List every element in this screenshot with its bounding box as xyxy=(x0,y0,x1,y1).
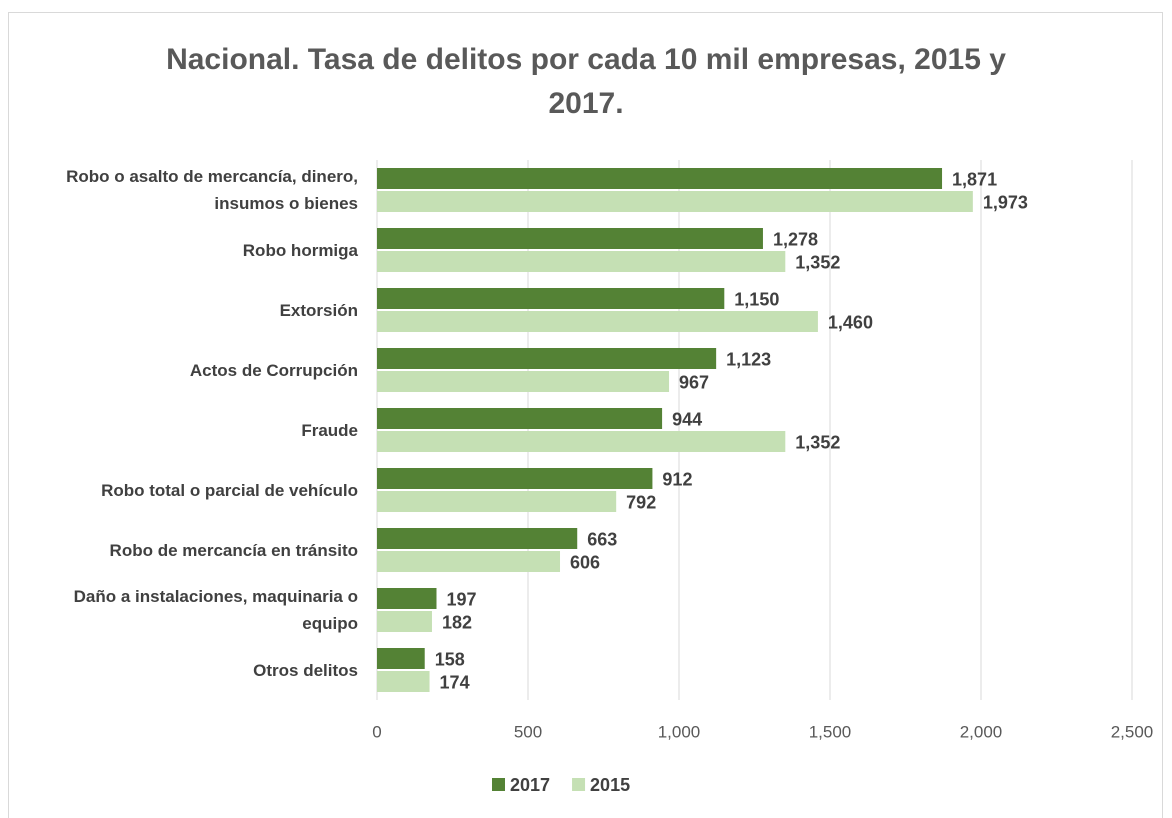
y-tick-label: Actos de Corrupción xyxy=(189,360,358,380)
value-label: 1,973 xyxy=(983,192,1028,212)
bar xyxy=(377,288,725,309)
bar xyxy=(377,348,717,369)
legend-label: 2017 xyxy=(510,775,550,795)
y-tick-label: Daño a instalaciones, maquinaria o equip… xyxy=(73,587,358,633)
bar xyxy=(377,468,653,489)
chart-title: Nacional. Tasa de delitos por cada 10 mi… xyxy=(166,43,1006,120)
bar xyxy=(377,311,818,332)
x-tick-label: 0 xyxy=(372,722,381,741)
y-tick-label: Robo hormiga xyxy=(242,240,358,260)
y-tick-label: Fraude xyxy=(301,420,358,440)
legend-swatch xyxy=(492,778,505,791)
bar xyxy=(377,611,432,632)
x-tick-label: 500 xyxy=(514,722,542,741)
x-tick-label: 2,500 xyxy=(1111,722,1154,741)
bar xyxy=(377,251,786,272)
y-tick-label: Robo o asalto de mercancía, dinero, insu… xyxy=(66,167,358,213)
bar xyxy=(377,371,670,392)
bar xyxy=(377,588,437,609)
x-tick-label: 2,000 xyxy=(960,722,1003,741)
value-label: 912 xyxy=(662,469,692,489)
value-label: 1,150 xyxy=(734,289,779,309)
bar xyxy=(377,671,430,692)
value-label: 197 xyxy=(446,589,476,609)
y-tick-label: Robo de mercancía en tránsito xyxy=(109,540,358,560)
bar xyxy=(377,551,561,572)
value-label: 792 xyxy=(626,492,656,512)
value-label: 1,123 xyxy=(726,349,771,369)
bar xyxy=(377,528,578,549)
y-tick-label: Extorsión xyxy=(279,300,358,320)
value-label: 1,352 xyxy=(795,252,840,272)
value-label: 1,278 xyxy=(773,229,818,249)
value-label: 1,460 xyxy=(828,312,873,332)
value-label: 182 xyxy=(442,612,472,632)
value-label: 174 xyxy=(440,672,470,692)
y-tick-label: Otros delitos xyxy=(253,660,358,680)
value-label: 1,871 xyxy=(952,169,997,189)
value-label: 158 xyxy=(435,649,465,669)
value-label: 1,352 xyxy=(795,432,840,452)
x-tick-label: 1,000 xyxy=(658,722,701,741)
bar xyxy=(377,431,786,452)
bar xyxy=(377,648,425,669)
value-label: 967 xyxy=(679,372,709,392)
legend-swatch xyxy=(572,778,586,791)
x-tick-label: 1,500 xyxy=(809,722,852,741)
bar xyxy=(377,408,663,429)
bar xyxy=(377,491,617,512)
bar xyxy=(377,168,943,189)
value-label: 944 xyxy=(672,409,702,429)
legend-label: 2015 xyxy=(590,775,630,795)
y-tick-label: Robo total o parcial de vehículo xyxy=(101,480,358,500)
bar xyxy=(377,191,973,212)
value-label: 663 xyxy=(587,529,617,549)
bar xyxy=(377,228,763,249)
value-label: 606 xyxy=(570,552,600,572)
